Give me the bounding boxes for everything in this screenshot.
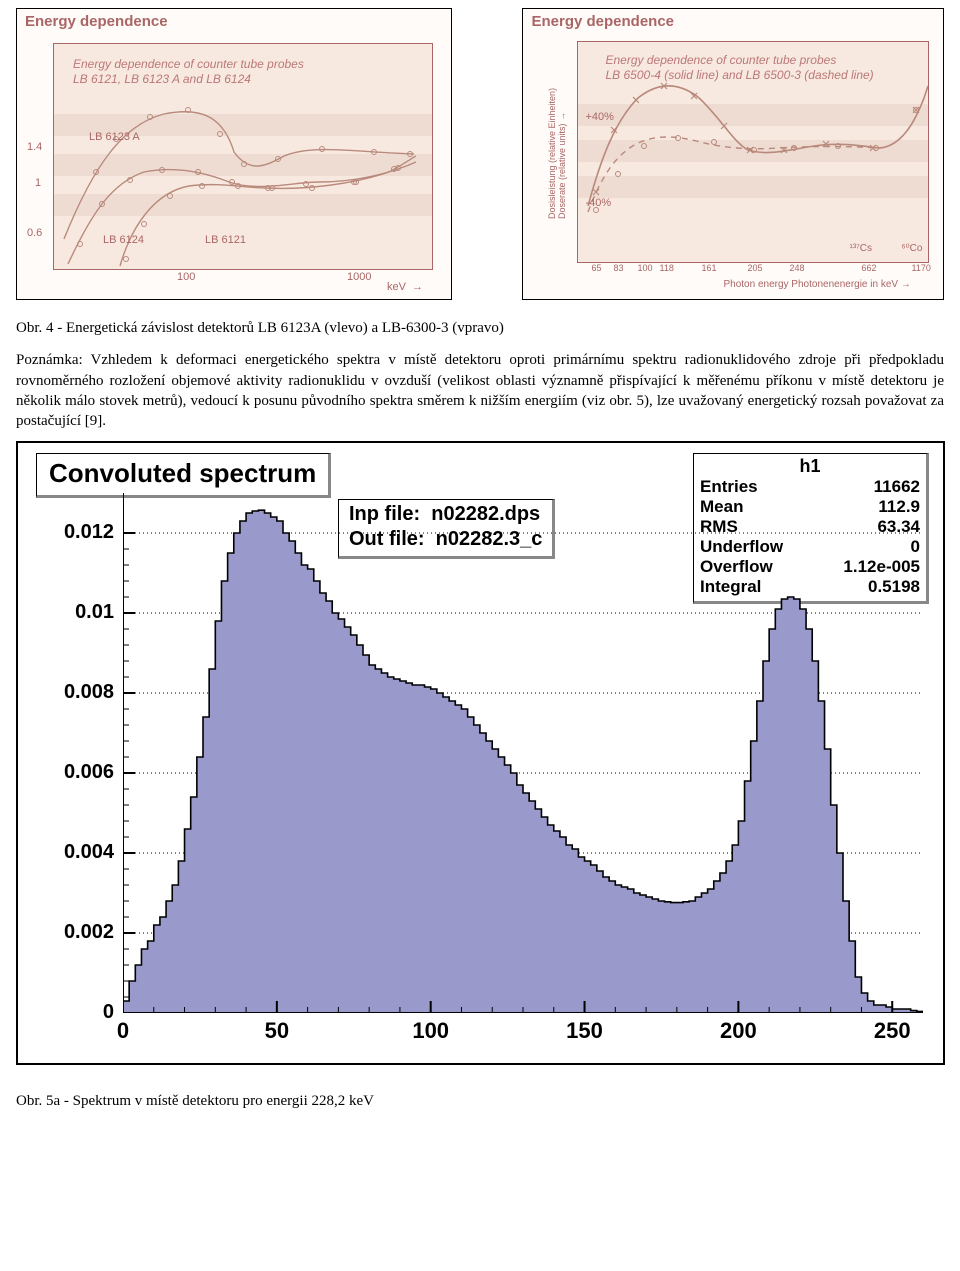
series-label-6121: LB 6121: [205, 234, 246, 246]
figure-energy-dep-right: Energy dependence Energy dependence of c…: [522, 8, 944, 300]
series-label-6123a: LB 6123 A: [89, 131, 140, 143]
cs-label: ¹³⁷Cs: [849, 243, 872, 254]
fig-right-title: Energy dependence: [531, 13, 674, 30]
xaxis-label-right: Photon energy Photonenenergie in keV →: [723, 279, 910, 290]
yaxis-label-r-l1: Dosisleistung (relative Einheiten): [547, 88, 557, 219]
ytick-14: 1.4: [27, 141, 42, 153]
note-paragraph: Poznámka: Vzhledem k deformaci energetic…: [16, 350, 944, 431]
co-label: ⁶⁰Co: [901, 243, 922, 254]
yminus40: -40%: [585, 197, 611, 209]
root-plot-svg: [123, 493, 923, 1013]
caption-fig4: Obr. 4 - Energetická závislost detektorů…: [16, 318, 944, 338]
caption-fig5a: Obr. 5a - Spektrum v místě detektoru pro…: [16, 1091, 944, 1111]
fig-right-sub-l2: LB 6500-4 (solid line) and LB 6500-3 (da…: [605, 68, 873, 82]
fig-left-subtitle: Energy dependence of counter tube probes…: [73, 57, 304, 87]
ytick-1: 1: [35, 177, 41, 189]
fig-left-sub-l1: Energy dependence of counter tube probes: [73, 57, 304, 71]
yplus40: +40%: [585, 111, 613, 123]
xtick-100: 100: [177, 271, 195, 283]
ytick-06: 0.6: [27, 227, 42, 239]
figure-energy-dep-left: Energy dependence Energy dependence of c…: [16, 8, 452, 300]
fig-left-sub-l2: LB 6121, LB 6123 A and LB 6124: [73, 72, 251, 86]
xaxis-arrow-left: →: [412, 281, 423, 293]
yaxis-label-right: Dosisleistung (relative Einheiten) Doser…: [547, 59, 567, 219]
fig-right-sub-l1: Energy dependence of counter tube probes: [605, 53, 836, 67]
stats-title: h1: [700, 456, 920, 477]
top-figures-row: Energy dependence Energy dependence of c…: [16, 8, 944, 300]
fig-right-subtitle: Energy dependence of counter tube probes…: [605, 53, 873, 83]
series-label-6124: LB 6124: [103, 234, 144, 246]
xaxis-unit-left: keV: [387, 281, 406, 293]
root-title: Convoluted spectrum: [36, 453, 331, 498]
yaxis-label-r-l2: Doserate (relative units) →: [557, 112, 567, 219]
fig-left-title: Energy dependence: [25, 13, 168, 30]
xtick-1000: 1000: [347, 271, 371, 283]
root-histogram-frame: Convoluted spectrum Inp file: n02282.dps…: [16, 441, 945, 1065]
